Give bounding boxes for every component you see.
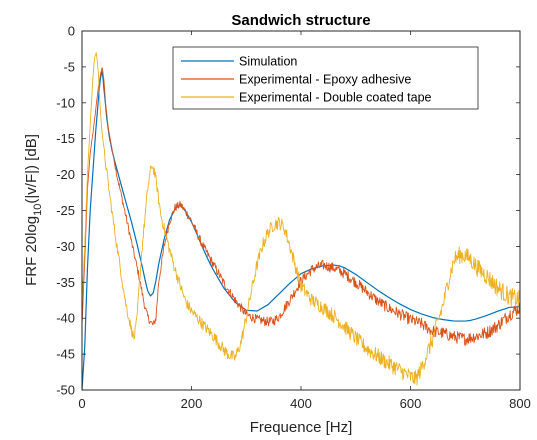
y-tick-label: -30 — [56, 239, 75, 254]
y-tick-label: -5 — [63, 59, 75, 74]
x-tick-label: 800 — [509, 396, 531, 411]
x-tick-label: 400 — [290, 396, 312, 411]
legend: Simulation Experimental - Epoxy adhesive… — [172, 46, 479, 110]
y-tick-label: -20 — [56, 167, 75, 182]
x-axis-ticks: 0 200 400 600 800 — [78, 31, 531, 411]
y-tick-label: -25 — [56, 203, 75, 218]
legend-label-epoxy: Experimental - Epoxy adhesive — [239, 73, 411, 87]
series-line-2 — [82, 52, 520, 386]
y-tick-label: -15 — [56, 131, 75, 146]
y-tick-label: -10 — [56, 95, 75, 110]
y-axis-label: FRF 20log10(|v/F|) [dB] — [23, 134, 44, 286]
x-tick-label: 600 — [400, 396, 422, 411]
y-axis-label-subscript: 10 — [32, 204, 44, 216]
y-axis-label-suffix: (|v/F|) [dB] — [23, 134, 40, 203]
y-axis-ticks: 0 -5 -10 -15 -20 -25 -30 -35 -40 -45 -50 — [56, 24, 520, 398]
y-tick-label: -50 — [56, 383, 75, 398]
y-tick-label: -45 — [56, 347, 75, 362]
x-tick-label: 0 — [78, 396, 85, 411]
legend-label-simulation: Simulation — [239, 55, 297, 69]
chart-title: Sandwich structure — [231, 12, 370, 29]
legend-label-tape: Experimental - Double coated tape — [239, 91, 432, 105]
y-axis-label-main: FRF 20log — [23, 216, 40, 286]
x-axis-label: Frequence [Hz] — [250, 419, 353, 436]
y-tick-label: -40 — [56, 311, 75, 326]
series-lines — [82, 52, 520, 390]
x-tick-label: 200 — [181, 396, 203, 411]
y-tick-label: -35 — [56, 275, 75, 290]
series-line-1 — [82, 67, 520, 346]
y-tick-label: 0 — [68, 24, 75, 39]
legend-box — [172, 46, 479, 110]
